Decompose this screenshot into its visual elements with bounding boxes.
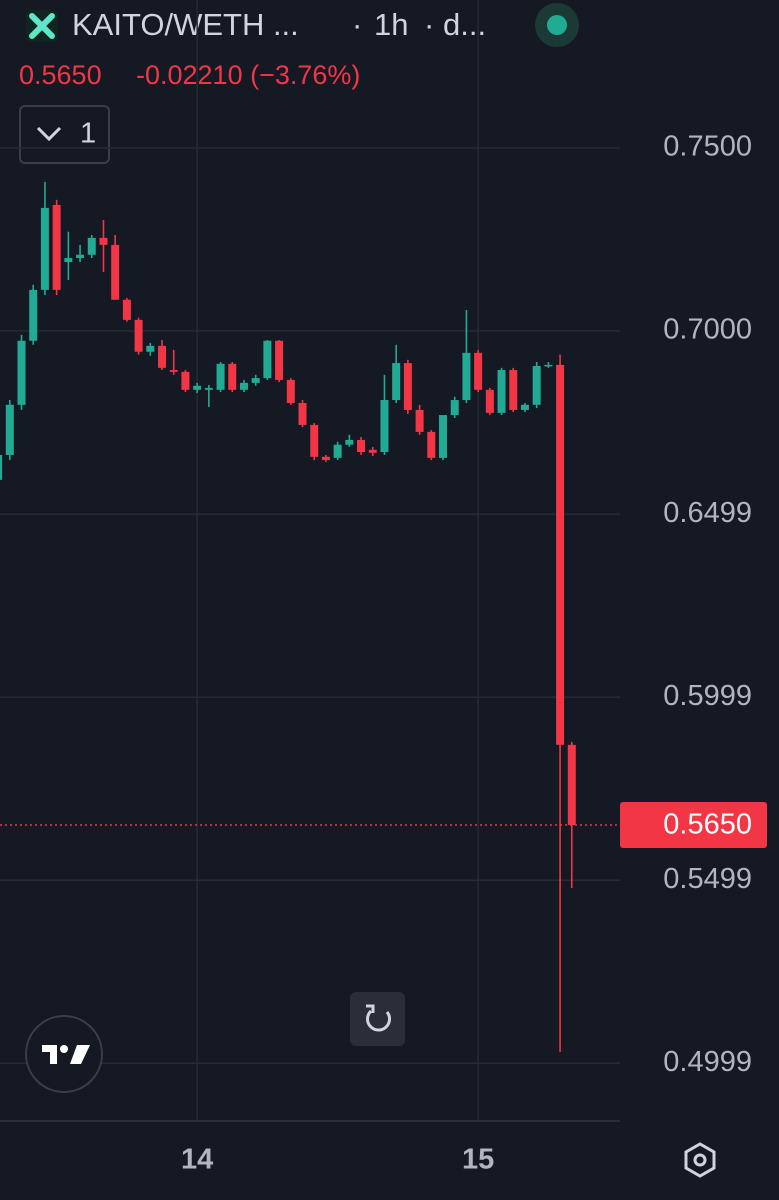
price-change: -0.02210 (−3.76%) <box>136 60 360 90</box>
x-tick-label: 14 <box>181 1144 213 1176</box>
y-tick-label: 0.7000 <box>663 314 752 346</box>
separator: · <box>352 7 362 42</box>
y-tick-label: 0.5499 <box>663 863 752 895</box>
last-price-label: 0.5650 <box>663 809 752 841</box>
candle-body <box>275 340 284 380</box>
candle-body <box>567 744 576 825</box>
candle-body <box>286 379 295 403</box>
candle-body <box>427 431 436 458</box>
candle-body <box>403 363 412 410</box>
candle-body <box>333 444 342 458</box>
candle-body <box>158 345 167 368</box>
candle-body <box>450 400 459 416</box>
symbol-logo <box>26 10 58 42</box>
candle-body <box>520 404 529 410</box>
candle-body <box>368 449 377 453</box>
candle-body <box>0 454 3 480</box>
candle-body <box>64 258 73 263</box>
interval: 1h <box>374 7 408 42</box>
candle-body <box>544 364 553 367</box>
candle-body <box>310 424 319 457</box>
source: d... <box>443 7 486 42</box>
y-tick-label: 0.6499 <box>663 497 752 529</box>
candle-body <box>415 409 424 432</box>
reset-button[interactable] <box>350 992 405 1046</box>
tradingview-logo[interactable] <box>25 1015 103 1093</box>
candle-body <box>239 382 248 390</box>
candle-body <box>474 352 483 390</box>
candle-body <box>485 389 494 413</box>
candle-body <box>263 340 272 379</box>
last-price: 0.5650 <box>19 60 102 90</box>
candle-body <box>509 370 518 410</box>
candle-body <box>357 439 366 453</box>
symbol-title: KAITO/WETH ... <box>72 7 299 42</box>
candle-body <box>532 366 541 405</box>
x-tick-label: 15 <box>462 1144 494 1176</box>
separator: · <box>424 7 434 42</box>
candle-body <box>298 402 307 425</box>
plot-area: 0.7500 0.7000 0.6499 0.5999 0.5499 0.4999 14 15… <box>0 0 767 1176</box>
candle-body <box>228 363 237 390</box>
candle-body <box>439 415 448 458</box>
candle-body <box>181 371 190 390</box>
candle-body <box>99 237 108 245</box>
y-tick-label: 0.4999 <box>663 1046 752 1078</box>
candle-body <box>87 237 96 255</box>
candle-body <box>134 319 143 352</box>
indicator-toggle[interactable]: 1 <box>19 105 110 164</box>
candle-body <box>52 204 61 290</box>
candle-body <box>380 400 389 453</box>
last-price-box <box>620 801 767 848</box>
candle-body <box>251 378 260 383</box>
candle-body <box>169 370 178 372</box>
settings-button[interactable] <box>684 1142 716 1178</box>
candle-body <box>40 207 49 290</box>
candle-body <box>497 370 506 413</box>
candle-body <box>193 385 202 390</box>
candle-body <box>204 387 213 390</box>
candle-body <box>392 363 401 401</box>
y-tick-label: 0.7500 <box>663 131 752 163</box>
candle-body <box>345 439 354 445</box>
candle-body <box>321 456 330 461</box>
status-dot <box>547 15 567 35</box>
y-tick-label: 0.5999 <box>663 680 752 712</box>
candle-body <box>556 364 565 745</box>
candle-body <box>5 404 14 455</box>
candle-body <box>216 363 225 390</box>
candle-body <box>111 244 120 300</box>
candle-body <box>76 254 85 259</box>
candle-body <box>17 340 26 405</box>
indicator-count: 1 <box>80 118 96 150</box>
candle-body <box>146 345 155 352</box>
candle-body <box>462 352 471 401</box>
candle-body <box>29 289 38 341</box>
candle-body <box>122 299 131 320</box>
